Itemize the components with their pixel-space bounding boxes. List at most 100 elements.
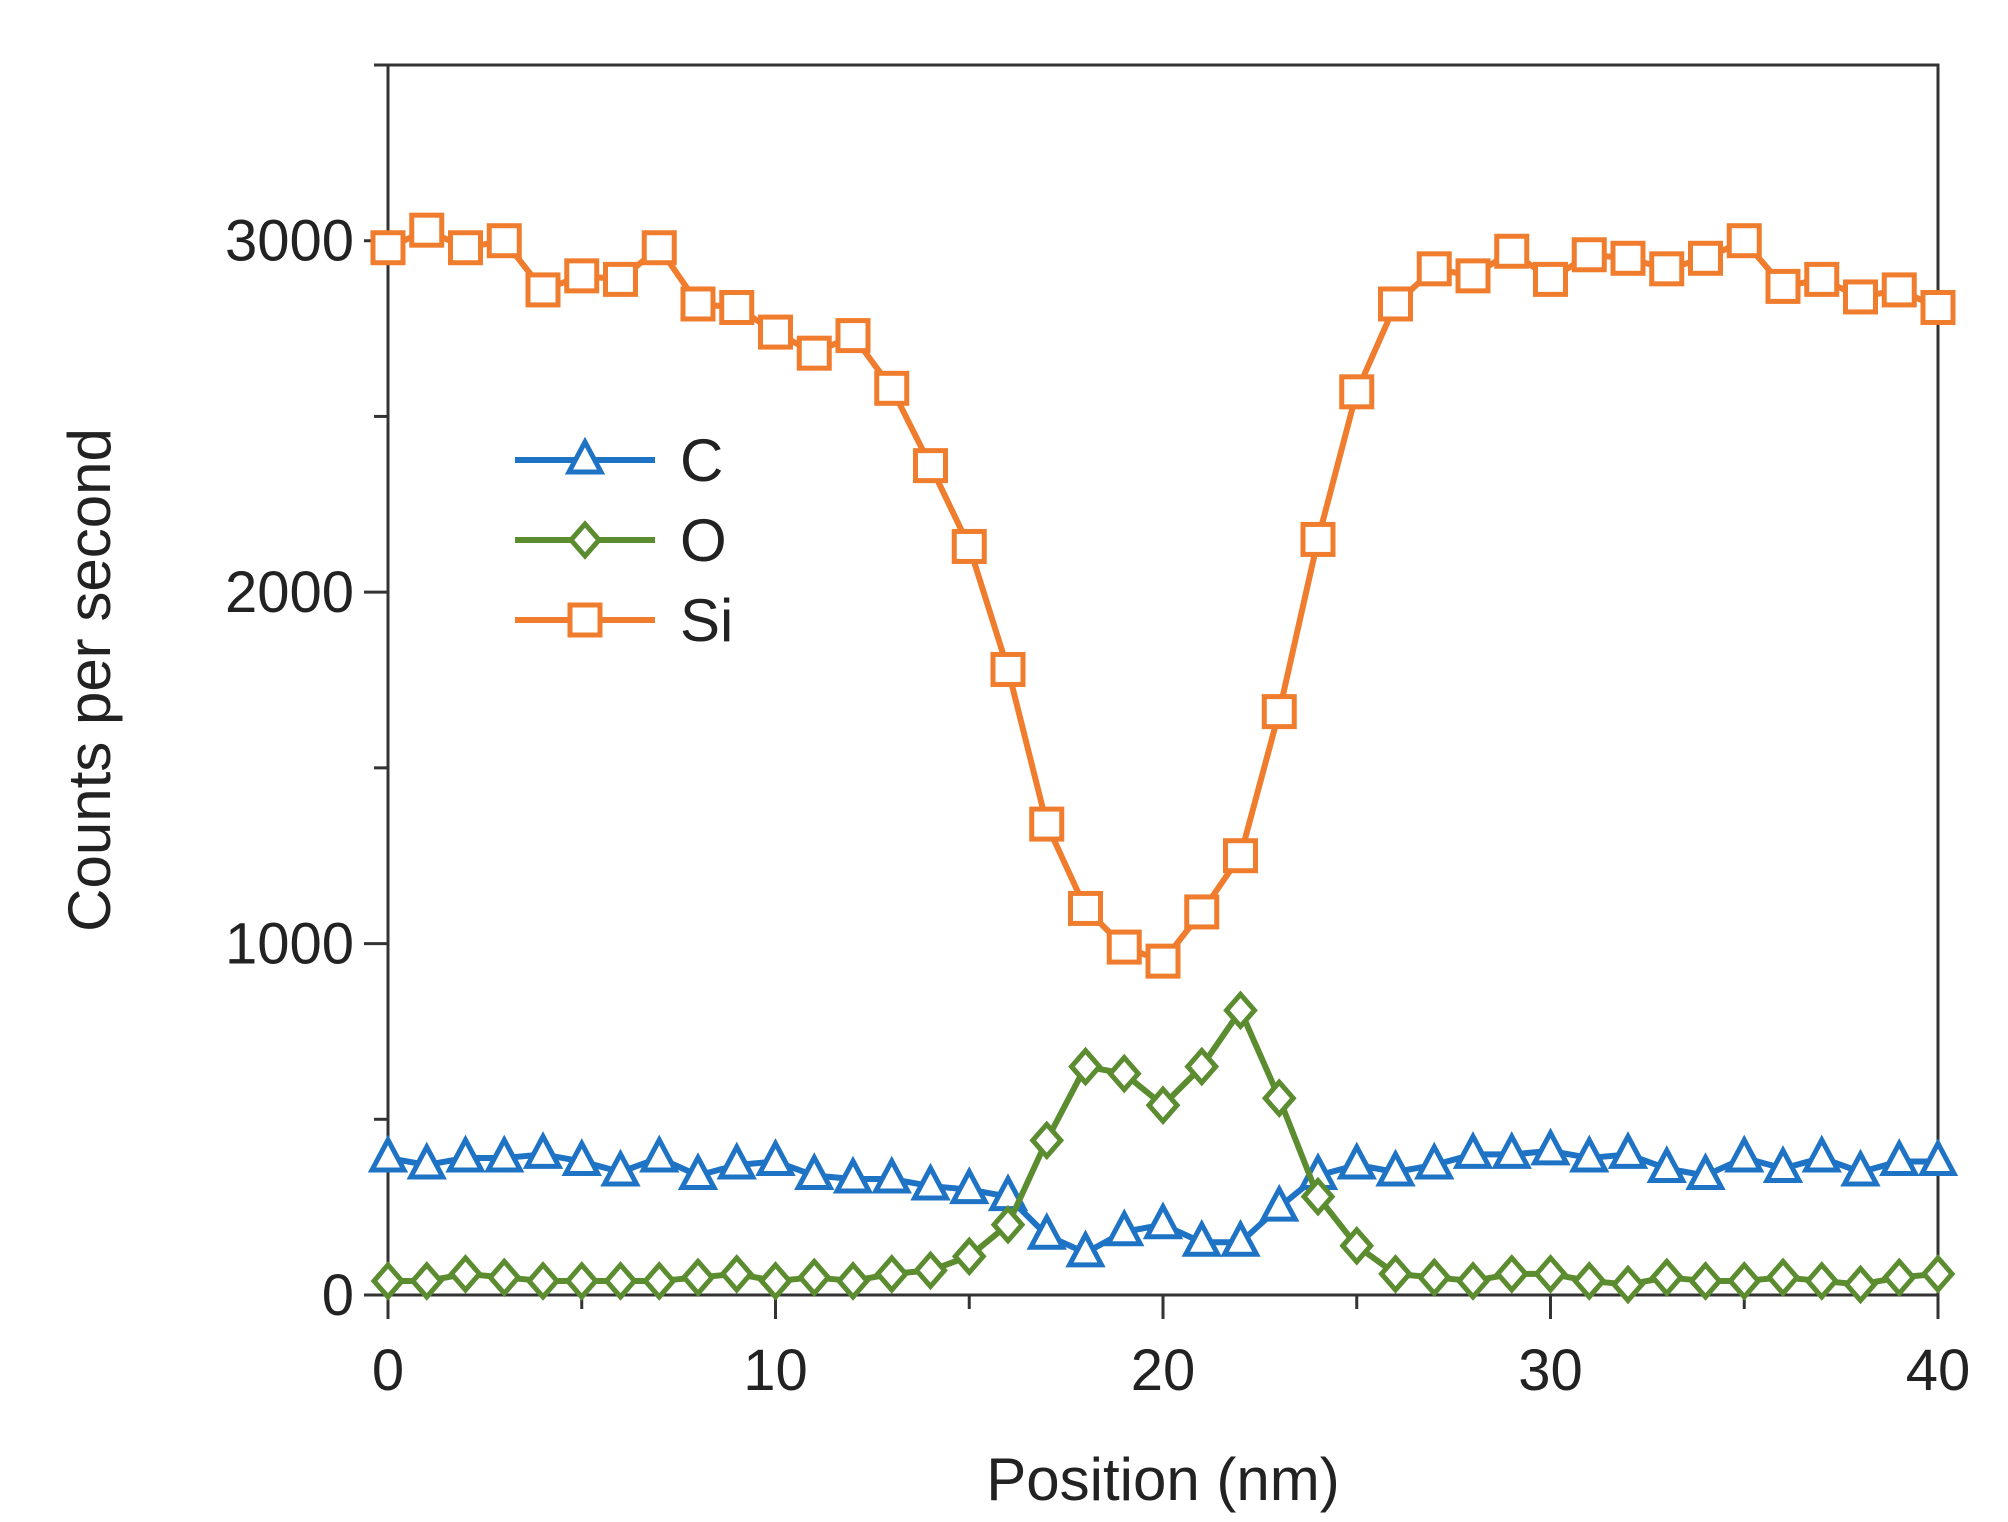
data-point-o: [1300, 1176, 1336, 1217]
data-point-o: [1494, 1254, 1530, 1294]
legend-marker-c: [564, 436, 606, 475]
data-point-c: [755, 1138, 796, 1176]
data-point-o: [1339, 1226, 1375, 1266]
data-point-c: [522, 1131, 564, 1169]
data-point-o: [835, 1261, 871, 1301]
data-point-o: [719, 1254, 755, 1294]
data-point-si: [951, 528, 987, 564]
y-tick-label: 1000: [225, 912, 354, 977]
y-tick-label: 0: [322, 1263, 354, 1328]
data-point-o: [370, 1261, 406, 1301]
data-point-o: [1765, 1257, 1801, 1298]
data-point-c: [367, 1134, 409, 1173]
data-point-c: [1607, 1131, 1649, 1169]
data-point-si: [1533, 261, 1568, 297]
data-point-c: [1801, 1134, 1842, 1173]
data-point-si: [1223, 838, 1258, 874]
data-point-o: [680, 1257, 716, 1298]
x-tick-label: 0: [372, 1338, 404, 1403]
data-point-c: [1879, 1138, 1920, 1176]
data-point-c: [600, 1148, 641, 1187]
data-point-si: [448, 230, 483, 266]
data-point-o: [1571, 1261, 1607, 1301]
data-point-c: [406, 1141, 447, 1180]
data-point-c: [949, 1166, 990, 1205]
data-point-si: [1145, 943, 1181, 979]
data-point-o: [951, 1236, 987, 1277]
data-point-o: [874, 1254, 910, 1294]
x-tick-label: 30: [1518, 1338, 1583, 1403]
data-point-c: [1530, 1127, 1571, 1166]
data-point-c: [1026, 1211, 1067, 1250]
data-point-si: [1881, 272, 1917, 308]
data-point-o: [1184, 1046, 1220, 1087]
x-axis: 0 10 20 30 40: [372, 1295, 1970, 1403]
data-point-o: [603, 1261, 638, 1301]
data-point-si: [1261, 694, 1297, 730]
data-point-o: [1649, 1257, 1685, 1298]
data-point-o: [525, 1261, 561, 1301]
data-point-si: [874, 370, 910, 406]
data-point-o: [1688, 1261, 1723, 1301]
data-point-si: [1804, 261, 1840, 297]
data-point-si: [1649, 251, 1685, 287]
data-point-c: [1452, 1131, 1494, 1169]
data-point-si: [1300, 521, 1336, 557]
y-tick-label: 2000: [225, 560, 354, 625]
data-point-c: [871, 1155, 912, 1194]
data-point-o: [1068, 1046, 1103, 1087]
data-point-c: [1336, 1141, 1377, 1180]
data-point-c: [677, 1152, 719, 1191]
data-point-c: [1104, 1208, 1145, 1247]
data-point-o: [1455, 1261, 1491, 1301]
data-point-o: [564, 1261, 600, 1301]
data-point-c: [1569, 1134, 1610, 1173]
data-point-si: [990, 651, 1026, 687]
data-point-c: [445, 1134, 486, 1173]
data-point-o: [1145, 1085, 1181, 1126]
legend: CO Si: [515, 427, 733, 654]
data-point-o: [409, 1261, 445, 1301]
data-point-si: [603, 261, 638, 297]
data-point-c: [832, 1155, 874, 1194]
data-point-c: [561, 1138, 602, 1176]
data-point-si: [486, 223, 522, 259]
data-point-o: [1029, 1120, 1065, 1161]
data-point-si: [370, 230, 406, 266]
series-layer: [367, 212, 1959, 1305]
data-point-c: [484, 1134, 525, 1173]
data-point-si: [1416, 251, 1452, 287]
data-point-si: [1068, 890, 1103, 926]
data-point-c: [716, 1141, 757, 1180]
data-point-si: [525, 272, 561, 308]
data-point-c: [1220, 1218, 1261, 1257]
legend-label-si: Si: [680, 587, 733, 654]
data-point-si: [913, 448, 948, 484]
data-point-si: [1494, 233, 1530, 269]
data-point-o: [486, 1257, 522, 1298]
y-axis-title: Counts per second: [56, 428, 123, 932]
legend-label-c: C: [680, 427, 723, 494]
data-point-si: [1610, 240, 1646, 276]
data-point-c: [794, 1152, 835, 1191]
legend-marker-si: [567, 602, 603, 638]
data-point-c: [1065, 1229, 1106, 1268]
data-point-si: [409, 212, 445, 248]
data-point-o: [796, 1257, 832, 1298]
data-point-c: [1491, 1131, 1532, 1169]
data-point-o: [1843, 1264, 1878, 1305]
data-point-o: [913, 1250, 948, 1291]
x-tick-label: 20: [1131, 1338, 1196, 1403]
data-point-c: [1259, 1183, 1300, 1222]
data-point-c: [1142, 1201, 1184, 1240]
data-point-o: [448, 1254, 483, 1294]
y-tick-label: 3000: [225, 209, 354, 274]
data-point-o: [1223, 990, 1258, 1031]
data-point-c: [910, 1162, 951, 1201]
data-point-c: [1375, 1148, 1416, 1187]
data-point-c: [1414, 1141, 1455, 1180]
data-point-o: [758, 1261, 793, 1301]
data-point-si: [1920, 289, 1956, 325]
data-point-si: [1843, 279, 1878, 315]
